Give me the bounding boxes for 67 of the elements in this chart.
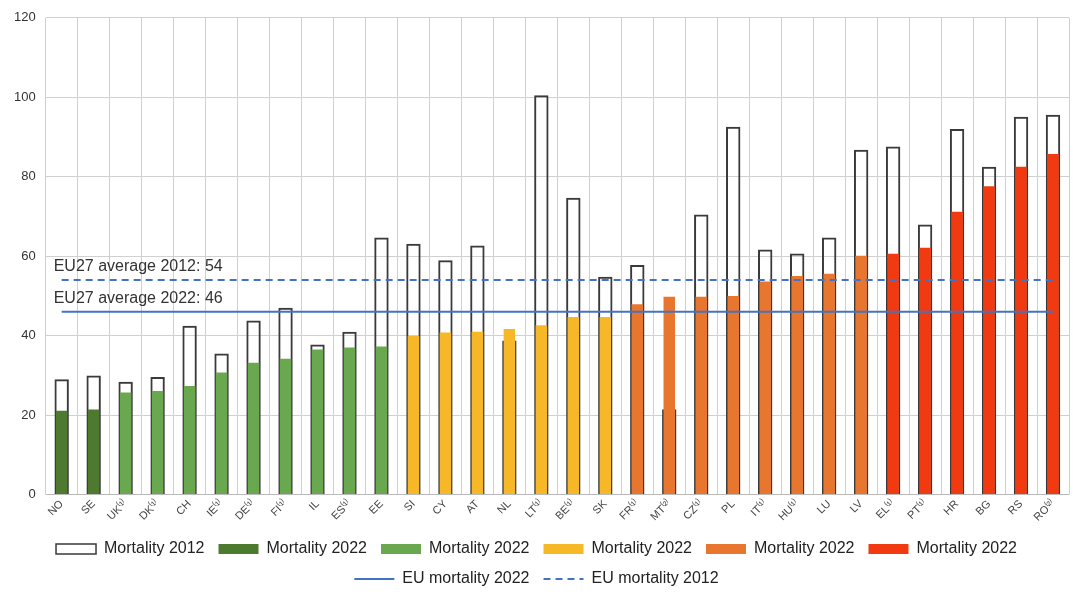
x-tick-label: AT <box>463 497 482 516</box>
bar <box>87 409 100 495</box>
x-tick-label: RS <box>1005 497 1025 517</box>
bar <box>855 255 867 495</box>
bar <box>215 372 228 495</box>
bar <box>375 346 388 495</box>
x-tick-label: LU <box>814 497 833 516</box>
bar <box>535 325 548 495</box>
bar <box>1047 154 1059 495</box>
bar <box>279 358 292 495</box>
bar <box>599 316 612 495</box>
bar <box>983 186 995 495</box>
x-tick-label: EE <box>366 497 386 517</box>
legend-label: Mortality 2022 <box>591 539 693 557</box>
y-tick-label: 40 <box>21 327 36 343</box>
x-tick-label: FI⁽¹⁾ <box>268 497 290 519</box>
bar <box>55 410 68 495</box>
legend-label: Mortality 2022 <box>266 539 368 557</box>
x-tick-label: IT⁽¹⁾ <box>747 497 769 519</box>
annotation: EU27 average 2022: 46 <box>53 289 223 307</box>
bar <box>119 392 132 495</box>
bar <box>407 336 420 495</box>
y-tick-label: 0 <box>28 486 36 502</box>
bar <box>919 247 931 495</box>
x-tick-label: NO <box>45 497 66 518</box>
x-tick-label: SI <box>401 497 417 514</box>
x-tick-label: IL <box>306 497 322 513</box>
x-tick-label: LV <box>847 496 866 515</box>
bar <box>183 386 196 495</box>
y-tick-label: 20 <box>21 406 36 422</box>
bar <box>823 273 835 495</box>
bar <box>151 390 164 495</box>
bar <box>727 295 739 495</box>
bar <box>759 281 771 495</box>
bar <box>1015 166 1027 495</box>
legend-label: Mortality 2022 <box>753 539 855 557</box>
bar <box>343 347 356 495</box>
bar <box>663 296 676 495</box>
legend-label: EU mortality 2022 <box>402 569 530 587</box>
y-tick-label: 80 <box>21 168 36 184</box>
x-tick-label: SK <box>590 496 610 517</box>
bar <box>567 316 580 495</box>
legend-label: Mortality 2012 <box>104 539 205 557</box>
y-tick-label: 120 <box>13 9 36 25</box>
legend-label: Mortality 2022 <box>916 539 1018 557</box>
bar <box>439 332 452 495</box>
bar <box>471 331 484 495</box>
y-tick-label: 60 <box>21 247 36 263</box>
x-tick-label: SE <box>78 497 98 517</box>
x-tick-label: PL <box>718 497 737 516</box>
x-tick-label: CY <box>429 496 450 517</box>
bar <box>631 304 644 495</box>
x-tick-label: NL <box>494 497 513 516</box>
x-tick-label: HR <box>940 497 961 518</box>
bar <box>311 349 324 495</box>
x-tick-label: BG <box>972 497 993 518</box>
bar <box>791 276 803 495</box>
bar <box>951 211 963 495</box>
annotation: EU27 average 2012: 54 <box>53 257 223 275</box>
bar <box>695 296 707 495</box>
legend-label: EU mortality 2012 <box>591 569 719 587</box>
bar <box>887 253 899 495</box>
bar <box>503 328 516 495</box>
y-tick-label: 100 <box>13 88 36 104</box>
bar <box>247 362 260 495</box>
x-tick-label: CH <box>173 497 194 518</box>
legend-label: Mortality 2022 <box>429 539 530 557</box>
